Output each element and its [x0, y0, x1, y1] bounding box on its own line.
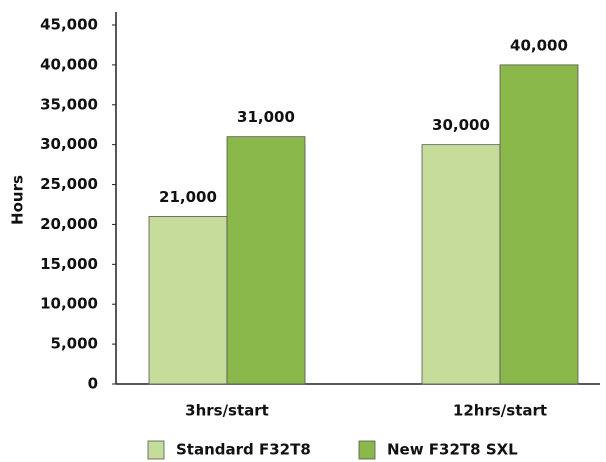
x-tick-label: 12hrs/start	[453, 402, 547, 420]
y-axis-title: Hours	[9, 175, 27, 225]
value-label: 21,000	[159, 188, 217, 206]
y-tick-label: 20,000	[40, 215, 98, 233]
legend-swatch	[147, 440, 165, 460]
y-tick-label: 10,000	[40, 295, 98, 313]
bar	[421, 144, 501, 385]
y-tick-label: 15,000	[40, 255, 98, 273]
value-label: 31,000	[237, 108, 295, 126]
y-tick-label: 45,000	[40, 16, 98, 34]
y-tick-label: 40,000	[40, 55, 98, 73]
bar	[226, 136, 306, 385]
bar	[499, 64, 579, 385]
legend-swatch	[358, 440, 376, 460]
y-tick-label: 30,000	[40, 135, 98, 153]
y-tick-label: 35,000	[40, 95, 98, 113]
legend-label: New F32T8 SXL	[387, 441, 518, 459]
value-label: 30,000	[432, 116, 490, 134]
legend-label: Standard F32T8	[176, 441, 311, 459]
y-tick-label: 5,000	[51, 335, 98, 353]
value-label: 40,000	[510, 36, 568, 54]
x-tick-label: 3hrs/start	[185, 402, 269, 420]
y-tick-label: 0	[88, 375, 98, 393]
y-tick-label: 25,000	[40, 175, 98, 193]
bar	[148, 216, 228, 385]
